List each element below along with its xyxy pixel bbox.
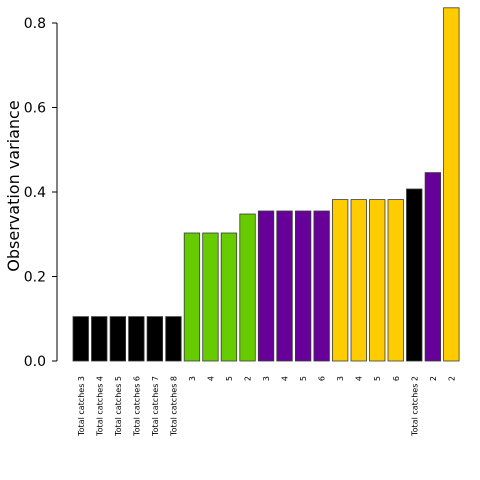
bar: [239, 213, 256, 362]
x-tick-label: Total catches 6: [132, 376, 141, 437]
x-tick-label: 4: [281, 376, 290, 381]
bar: [387, 199, 404, 362]
x-tick-label: Total catches 3: [77, 376, 86, 437]
x-tick-label: 3: [188, 376, 197, 381]
bar: [331, 199, 349, 362]
x-tick-label: 5: [373, 376, 382, 381]
x-tick-label: 3: [336, 376, 345, 381]
x-tick-label: Total catches 5: [114, 376, 123, 437]
bar: [202, 232, 219, 362]
x-tick-label: 4: [207, 376, 216, 381]
x-tick-label: 3: [262, 376, 271, 381]
bar: [165, 316, 182, 362]
bar: [406, 188, 423, 362]
x-tick-label: 6: [318, 376, 327, 381]
bar: [146, 316, 164, 362]
y-tick-label: 0.4: [24, 185, 46, 201]
bar: [183, 232, 201, 362]
bar: [313, 210, 330, 362]
y-tick-label: 0.6: [24, 101, 46, 117]
y-tick-label: 0.2: [24, 270, 46, 286]
bar: [109, 316, 126, 362]
x-tick-label: Total catches 4: [95, 376, 104, 437]
bar: [443, 7, 460, 362]
bar: [350, 199, 367, 362]
x-tick-label: 2: [447, 376, 456, 381]
x-tick-label: 5: [225, 376, 234, 381]
bar: [276, 210, 293, 362]
x-tick-label: 2: [244, 376, 253, 381]
y-tick-label: 0.8: [24, 16, 46, 32]
x-tick-label: Total catches 2: [410, 376, 419, 437]
x-tick-label: 6: [392, 376, 401, 381]
bar: [220, 232, 238, 362]
x-tick-label: 5: [299, 376, 308, 381]
x-tick-labels: Total catches 3 Total catches 4 Total catc…: [77, 376, 457, 437]
y-tick-label: 0.0: [24, 354, 46, 370]
bars-group: [72, 7, 460, 362]
bar: [424, 172, 442, 362]
bar: [91, 316, 108, 362]
bar: [257, 210, 275, 362]
x-tick-label: Total catches 7: [151, 376, 160, 437]
bar: [128, 316, 145, 362]
x-tick-label: Total catches 8: [169, 376, 178, 437]
x-tick-label: 4: [355, 376, 364, 381]
x-tick-label: 2: [429, 376, 438, 381]
bar: [369, 199, 386, 362]
y-axis: 0.0 0.2 0.4 0.6 0.8: [24, 16, 58, 370]
y-axis-label: Observation variance: [4, 100, 23, 271]
bar: [294, 210, 312, 362]
bar: [72, 316, 89, 362]
